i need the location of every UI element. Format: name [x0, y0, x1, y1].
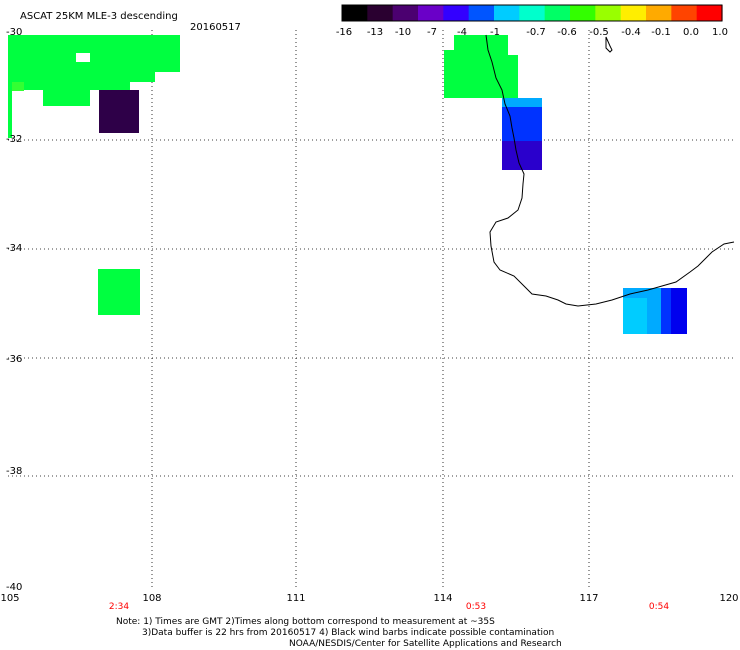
colorbar-segment — [671, 5, 698, 21]
colorbar-label: 1.0 — [712, 27, 728, 38]
note-line-2: 3)Data buffer is 22 hrs from 20160517 4)… — [142, 628, 554, 638]
colorbar-segment — [519, 5, 546, 21]
map-title: ASCAT 25KM MLE-3 descending — [20, 11, 178, 22]
lon-label: 108 — [142, 593, 161, 604]
note-line-3: NOAA/NESDIS/Center for Satellite Applica… — [289, 639, 562, 649]
pass-times: 2:34 0:53 0:54 — [109, 602, 669, 612]
colorbar-label: -0.4 — [621, 27, 641, 38]
light-blue-cell — [502, 98, 542, 107]
green-cell — [12, 82, 24, 91]
colorbar-label: -13 — [367, 27, 383, 38]
footnotes: Note: 1) Times are GMT 2)Times along bot… — [116, 617, 562, 649]
lat-label: -38 — [6, 466, 22, 477]
colorbar-segment — [620, 5, 647, 21]
lon-label: 114 — [433, 593, 452, 604]
lon-label: 111 — [286, 593, 305, 604]
colorbar-segment — [443, 5, 470, 21]
colorbar-label: -1 — [490, 27, 500, 38]
west-data-cells — [8, 35, 180, 315]
lat-label: -30 — [6, 27, 22, 38]
colorbar-segment — [696, 5, 723, 21]
green-cell — [98, 269, 140, 315]
blue-cell — [661, 288, 671, 334]
colorbar: -16 -13 -10 -7 -4 -1 -0.7 -0.6 -0.5 -0.4… — [336, 4, 728, 38]
colorbar-segment — [367, 5, 394, 21]
colorbar-label: -10 — [395, 27, 411, 38]
colorbar-label: 0.0 — [683, 27, 699, 38]
colorbar-label: -0.6 — [557, 27, 577, 38]
colorbar-label: -0.7 — [526, 27, 546, 38]
east-data-cells — [444, 35, 687, 334]
map-gridlines — [8, 30, 734, 587]
gap-cell — [76, 53, 90, 62]
island-outline — [605, 36, 613, 53]
colorbar-segment — [646, 5, 672, 21]
lat-label: -36 — [6, 354, 22, 365]
light-blue-cell — [647, 288, 661, 334]
colorbar-label: -16 — [336, 27, 352, 38]
lat-label: -32 — [6, 134, 22, 145]
colorbar-label: -4 — [457, 27, 467, 38]
colorbar-segment — [342, 5, 368, 21]
blue-cell — [671, 288, 687, 334]
map-date: 20160517 — [190, 22, 241, 33]
colorbar-label: -0.1 — [651, 27, 671, 38]
colorbar-labels: -16 -13 -10 -7 -4 -1 -0.7 -0.6 -0.5 -0.4… — [336, 27, 728, 38]
colorbar-segments — [342, 5, 723, 21]
lon-label: 120 — [719, 593, 738, 604]
pass-time: 2:34 — [109, 602, 129, 612]
colorbar-segment — [418, 5, 444, 21]
colorbar-segment — [468, 5, 495, 21]
pass-time: 0:53 — [466, 602, 486, 612]
note-line-1: Note: 1) Times are GMT 2)Times along bot… — [116, 617, 495, 627]
pass-time: 0:54 — [649, 602, 669, 612]
lat-label: -40 — [6, 582, 22, 593]
colorbar-frame — [341, 4, 723, 22]
coastline — [485, 34, 735, 307]
lon-label: 105 — [0, 593, 19, 604]
colorbar-label: -0.5 — [589, 27, 609, 38]
colorbar-segment — [494, 5, 520, 21]
indigo-cell — [502, 141, 542, 170]
colorbar-segment — [544, 5, 571, 21]
dark-purple-cell — [99, 90, 139, 133]
green-cell-block — [8, 35, 180, 106]
colorbar-label: -7 — [427, 27, 437, 38]
lon-label: 117 — [579, 593, 598, 604]
colorbar-segment — [392, 5, 419, 21]
colorbar-segment — [595, 5, 622, 21]
colorbar-segment — [570, 5, 596, 21]
longitude-labels: 105 108 111 114 117 120 — [0, 593, 738, 604]
green-cell-block — [444, 35, 518, 98]
latitude-labels: -30 -32 -34 -36 -38 -40 — [6, 27, 22, 593]
lat-label: -34 — [6, 243, 22, 254]
green-cell-edge — [8, 82, 12, 138]
